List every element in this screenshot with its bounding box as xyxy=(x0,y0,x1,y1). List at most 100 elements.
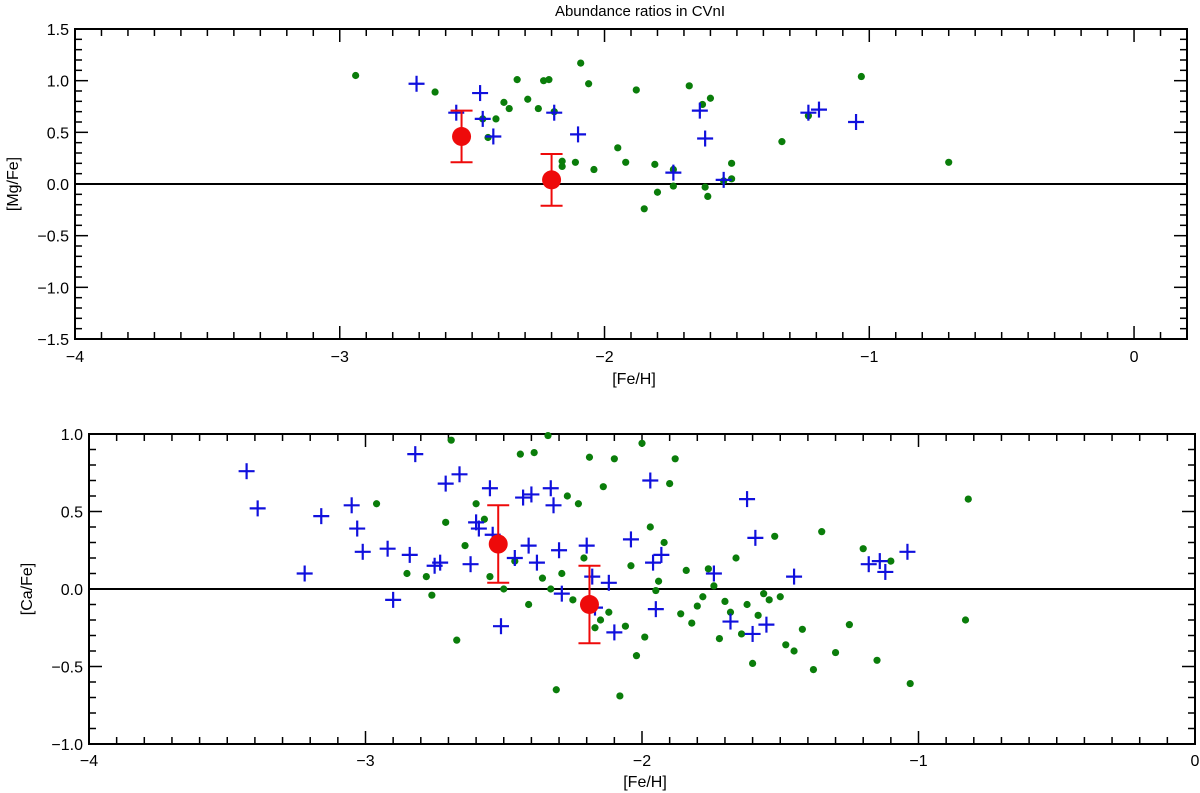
ca-green-dot-point xyxy=(887,557,895,565)
ca-green-dot-point xyxy=(486,573,494,581)
ca-y-tick-label: 1.0 xyxy=(61,427,83,444)
ca-blue-cross-point xyxy=(407,446,424,463)
mg-blue-cross-point xyxy=(665,164,682,181)
ca-x-tick-label: −2 xyxy=(633,753,651,770)
ca-green-dot-point xyxy=(638,439,646,447)
mg-green-dot-point xyxy=(558,157,566,165)
ca-blue-cross-point xyxy=(354,543,371,560)
mg-green-dot-point xyxy=(492,115,500,123)
mg-green-dot-point xyxy=(590,165,598,174)
ca-blue-cross-point xyxy=(705,565,722,582)
mg-blue-cross-point xyxy=(848,114,865,130)
ca-blue-cross-point xyxy=(528,554,545,571)
mg-blue-cross-point xyxy=(485,128,502,145)
ca-green-dot-point xyxy=(428,591,436,599)
ca-blue-cross-point xyxy=(786,568,803,585)
ca-green-dot-point xyxy=(654,577,663,585)
mg-blue-cross-point xyxy=(800,104,817,121)
mg-x-tick-label: −4 xyxy=(66,349,84,366)
mg-green-dot-point xyxy=(778,138,786,146)
mg-blue-cross-point xyxy=(691,102,708,119)
ca-green-dot-point xyxy=(610,455,618,463)
ca-blue-cross-point xyxy=(747,529,764,546)
ca-green-dot-point xyxy=(666,480,674,488)
mg-blue-cross-point xyxy=(472,85,489,102)
ca-green-dot-point xyxy=(616,692,624,700)
ca-green-dot-point xyxy=(845,621,853,629)
ca-green-dot-point xyxy=(671,455,679,463)
ca-cvni-star-point xyxy=(578,564,601,645)
ca-green-dot-point xyxy=(906,679,914,688)
ca-x-tick-label: 0 xyxy=(1191,753,1200,770)
ca-green-dot-point xyxy=(961,616,970,624)
mg-cvni-star-point xyxy=(540,153,563,207)
ca-blue-cross-point xyxy=(462,556,479,573)
mg-y-tick-label: −1.0 xyxy=(37,280,69,297)
ca-blue-cross-point xyxy=(492,618,509,635)
ca-green-dot-point xyxy=(749,659,757,668)
ca-blue-cross-point xyxy=(296,565,313,582)
ca-green-dot-point xyxy=(790,647,798,655)
mg-green-dot-point xyxy=(571,158,580,166)
ca-green-dot-point xyxy=(525,600,533,609)
ca-blue-cross-point xyxy=(451,466,468,483)
ca-green-dot-point xyxy=(547,585,555,593)
ca-y-tick-label: 0.5 xyxy=(61,505,83,522)
ca-blue-cross-point xyxy=(899,543,916,560)
ca-y-tick-label: −0.5 xyxy=(51,660,83,677)
ca-green-dot-point xyxy=(558,569,566,578)
ca-blue-cross-point xyxy=(722,613,739,630)
mg-y-tick-label: −1.5 xyxy=(37,332,69,349)
ca-green-dot-point xyxy=(641,633,649,641)
mg-green-dot-point xyxy=(431,88,439,96)
ca-green-dot-point xyxy=(599,483,607,491)
ca-blue-cross-point xyxy=(343,497,360,514)
ca-blue-cross-point xyxy=(622,531,639,548)
ca-green-dot-point xyxy=(461,542,469,550)
ca-green-dot-point xyxy=(732,554,740,562)
ca-green-dot-point xyxy=(710,582,718,590)
mg-blue-cross-point xyxy=(810,101,827,118)
mg-blue-cross-point xyxy=(474,110,491,127)
ca-blue-cross-point xyxy=(238,463,255,480)
ca-green-dot-point xyxy=(682,566,690,575)
mg-green-dot-point xyxy=(614,144,622,152)
mg-green-dot-point xyxy=(352,71,360,80)
ca-green-dot-point xyxy=(765,596,773,604)
ca-green-dot-point xyxy=(798,625,806,633)
mg-green-dot-point xyxy=(706,94,715,102)
ca-green-dot-point xyxy=(563,492,571,500)
ca-blue-cross-point xyxy=(520,537,537,554)
mg-green-dot-point xyxy=(585,80,593,88)
ca-blue-cross-point xyxy=(515,489,532,506)
mg-green-dot-point xyxy=(524,95,532,103)
mg-green-dot-point xyxy=(558,162,566,171)
mg-x-tick-label: −3 xyxy=(331,349,349,366)
ca-green-dot-point xyxy=(721,597,729,606)
mg-green-dot-point xyxy=(945,158,953,166)
ca-green-dot-point xyxy=(516,450,524,458)
ca-cvni-star-point xyxy=(487,504,510,584)
mg-green-dot-point xyxy=(640,205,648,213)
mg-green-dot-point xyxy=(704,192,712,200)
ca-blue-cross-point xyxy=(313,508,330,525)
ca-green-dot-point xyxy=(605,608,613,616)
mg-blue-cross-point xyxy=(715,171,732,188)
ca-blue-cross-point xyxy=(553,585,570,602)
mg-green-dot-point xyxy=(513,76,521,84)
ca-green-dot-point xyxy=(737,630,746,638)
ca-green-dot-point xyxy=(818,528,826,536)
ca-y-tick-label: −1.0 xyxy=(51,737,83,754)
ca-blue-cross-point xyxy=(481,480,498,497)
ca-y-tick-label: 0.0 xyxy=(61,582,83,599)
mg-green-dot-point xyxy=(632,86,640,94)
ca-blue-cross-point xyxy=(437,475,454,492)
ca-green-dot-point xyxy=(574,500,583,508)
mg-blue-cross-point xyxy=(570,126,587,143)
ca-green-dot-point xyxy=(776,593,784,601)
ca-blue-cross-point xyxy=(606,624,623,641)
mg-blue-cross-point xyxy=(697,130,714,147)
ca-blue-cross-point xyxy=(758,616,775,633)
ca-green-dot-point xyxy=(552,686,560,694)
cvni-star-marker xyxy=(542,170,562,190)
